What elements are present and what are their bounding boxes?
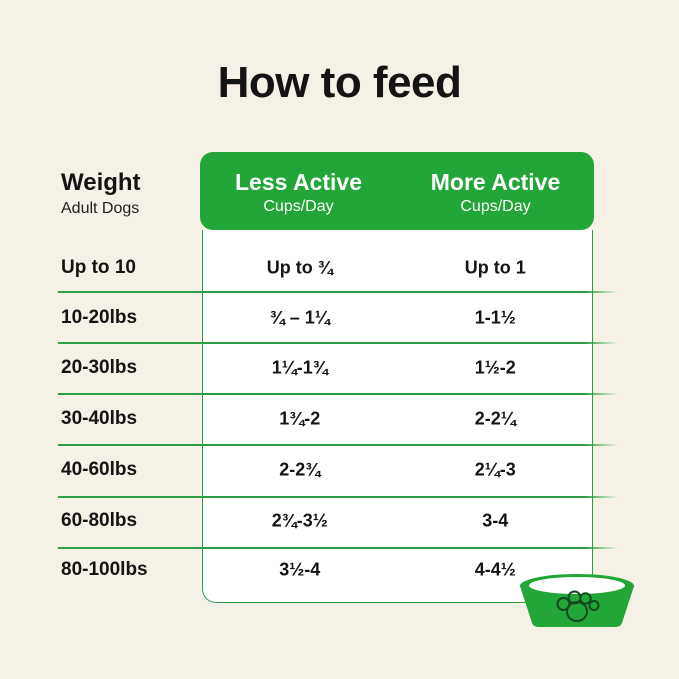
row-weight: Up to 10 (61, 257, 136, 278)
row-divider (58, 547, 618, 549)
row-more-active-value: 3-4 (482, 510, 509, 531)
row-less-active-value: ¾ – 1¼ (269, 307, 330, 328)
table-row: 20-30lbs 1¼-1¾ 1½-2 (0, 343, 679, 393)
row-less-active-value: 2-2¾ (279, 459, 321, 480)
page-title: How to feed (217, 58, 462, 107)
weight-header-title: Weight (61, 169, 141, 196)
table-row: 40-60lbs 2-2¾ 2¼-3 (0, 445, 679, 495)
weight-column-header: Weight Adult Dogs (61, 169, 141, 218)
header-col-more-active: More Active Cups/Day (397, 152, 594, 230)
row-more-active-value: 2¼-3 (474, 459, 516, 480)
table-row: 30-40lbs 1¾-2 2-2¼ (0, 394, 679, 444)
header-col-less-active: Less Active Cups/Day (200, 152, 397, 230)
row-weight: 10-20lbs (61, 307, 138, 328)
row-weight: 40-60lbs (61, 459, 138, 480)
row-more-active-value: 2-2¼ (474, 408, 516, 429)
row-more-active-value: 4-4½ (474, 559, 516, 580)
row-divider (58, 393, 618, 395)
row-less-active-value: Up to ¾ (266, 257, 333, 278)
row-weight: 30-40lbs (61, 408, 138, 429)
row-more-active-value: Up to 1 (464, 257, 526, 278)
row-less-active-value: 1¾-2 (279, 408, 321, 429)
more-active-label: More Active (430, 168, 561, 195)
more-active-sublabel: Cups/Day (460, 197, 531, 215)
table-row: 80-100lbs 3½-4 4-4½ (0, 545, 679, 595)
row-divider (58, 444, 618, 446)
table-row: 60-80lbs 2¾-3½ 3-4 (0, 496, 679, 546)
weight-header-subtitle: Adult Dogs (61, 200, 140, 217)
row-divider (58, 291, 618, 293)
row-less-active-value: 2¾-3½ (271, 510, 328, 531)
row-weight: 20-30lbs (61, 357, 138, 378)
row-weight: 80-100lbs (61, 559, 148, 580)
row-less-active-value: 3½-4 (279, 559, 321, 580)
row-divider (58, 342, 618, 344)
less-active-sublabel: Cups/Day (263, 197, 334, 215)
table-header: Less Active Cups/Day More Active Cups/Da… (200, 152, 594, 230)
dog-bowl-icon (520, 574, 634, 627)
table-row: 10-20lbs ¾ – 1¼ 1-1½ (0, 293, 679, 343)
paw-print-icon (556, 590, 600, 622)
table-row: Up to 10 Up to ¾ Up to 1 (0, 243, 679, 293)
row-weight: 60-80lbs (61, 510, 138, 531)
row-less-active-value: 1¼-1¾ (271, 357, 328, 378)
less-active-label: Less Active (235, 168, 362, 195)
row-more-active-value: 1½-2 (474, 357, 516, 378)
row-divider (58, 496, 618, 498)
row-more-active-value: 1-1½ (474, 307, 516, 328)
